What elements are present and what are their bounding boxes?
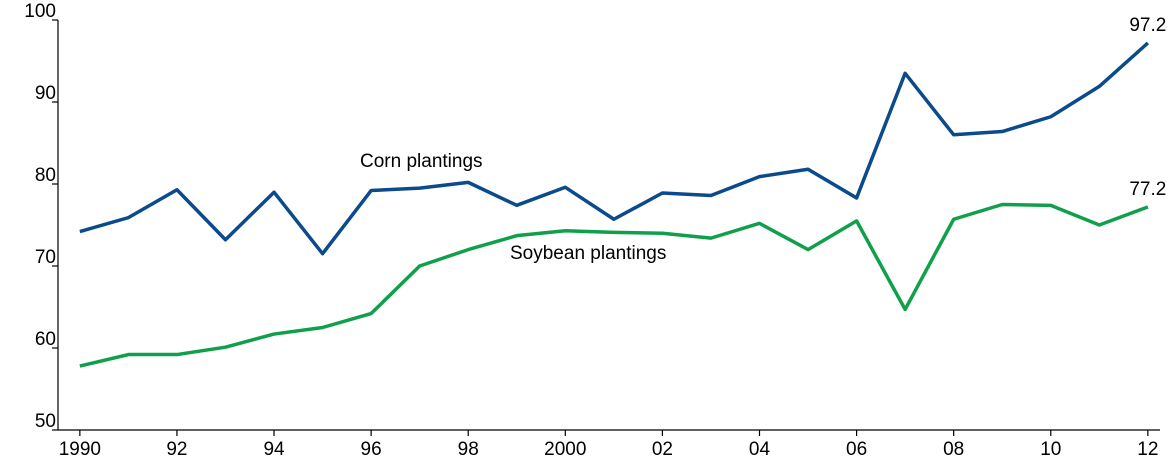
x-tick-label: 02 [652, 439, 673, 460]
y-tick-label: 70 [35, 247, 56, 268]
x-tick-label: 12 [1137, 439, 1158, 460]
line [79, 202, 1149, 368]
line [79, 41, 1150, 256]
x-tick-label: 92 [166, 439, 187, 460]
y-tick-label: 100 [24, 1, 56, 22]
x-tick-label: 94 [263, 439, 285, 460]
y-tick-label: 50 [35, 411, 56, 432]
series-label: Soybean plantings [510, 243, 666, 264]
x-tick-label: 98 [458, 439, 479, 460]
x-tick-label: 1990 [59, 439, 101, 460]
x-tick-label: 04 [749, 439, 771, 460]
y-tick-label: 60 [35, 329, 56, 350]
y-tick-label: 80 [35, 165, 56, 186]
value-label: 97.2 [1129, 15, 1166, 36]
x-tick-label: 08 [943, 439, 964, 460]
x-tick-label: 06 [846, 439, 867, 460]
x-tick-label: 10 [1040, 439, 1061, 460]
x-tick-label: 96 [361, 439, 382, 460]
series-label: Corn plantings [360, 151, 483, 172]
x-tick-label: 2000 [544, 439, 586, 460]
value-label: 77.2 [1129, 179, 1166, 200]
y-tick-label: 90 [35, 83, 56, 104]
